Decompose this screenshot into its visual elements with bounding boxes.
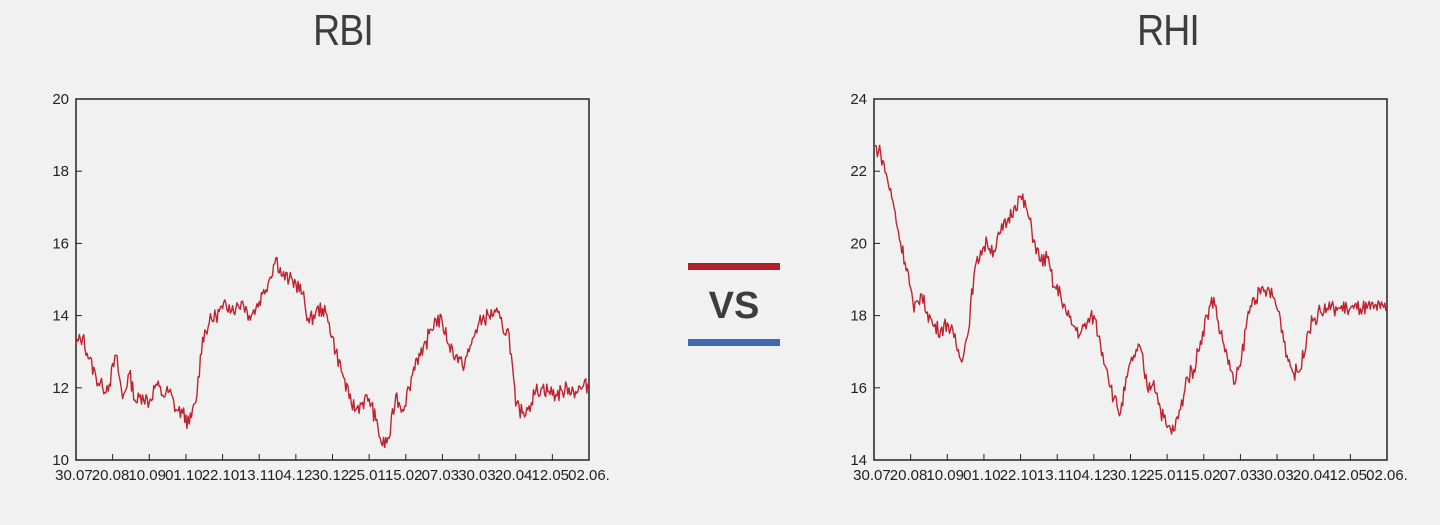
rhi-line-chart: 14 16 18 20 22 24 30.07.20.08.10.09.01.10.22.1… bbox=[850, 91, 1408, 484]
chart-title-rbi: RBI bbox=[313, 6, 374, 55]
x-tick-label: 25.01. bbox=[348, 467, 390, 484]
y-tick-label: 12 bbox=[52, 380, 69, 397]
x-tick-label: 04.12. bbox=[275, 467, 317, 484]
x-tick-label: 10.09. bbox=[926, 467, 968, 484]
y-tick-label: 16 bbox=[52, 235, 69, 252]
price-series-line bbox=[75, 256, 590, 449]
vs-label: VS bbox=[708, 285, 760, 327]
x-tick-label: 01.10. bbox=[165, 467, 207, 484]
x-tick-label: 02.06. bbox=[1366, 467, 1408, 484]
x-tick-label: 04.12. bbox=[1073, 467, 1115, 484]
y-tick-label: 20 bbox=[52, 91, 69, 108]
vs-red-bar bbox=[688, 263, 780, 270]
y-tick-label: 16 bbox=[850, 380, 867, 397]
x-tick-label: 15.02. bbox=[1183, 467, 1225, 484]
plot-frame bbox=[75, 98, 590, 461]
y-tick-label: 10 bbox=[52, 452, 69, 469]
x-tick-label: 22.10. bbox=[1000, 467, 1042, 484]
y-tick-label: 18 bbox=[850, 308, 867, 325]
rbi-line-chart: 10 12 14 16 18 20 30.07.20.08.10.09.01.10.22.1… bbox=[52, 91, 610, 484]
chart-title-rhi: RHI bbox=[1137, 6, 1200, 55]
y-tick-label: 22 bbox=[850, 163, 867, 180]
x-tick-label: 22.10. bbox=[202, 467, 244, 484]
x-tick-label: 30.12. bbox=[1110, 467, 1152, 484]
y-tick-label: 18 bbox=[52, 163, 69, 180]
x-tick-label: 02.06. bbox=[568, 467, 610, 484]
x-tick-label: 30.12. bbox=[312, 467, 354, 484]
x-tick-label: 10.09. bbox=[128, 467, 170, 484]
x-tick-label: 15.02. bbox=[385, 467, 427, 484]
x-tick-label: 30.03. bbox=[1256, 467, 1298, 484]
x-tick-label: 30.07. bbox=[55, 467, 97, 484]
x-tick-label: 25.01. bbox=[1146, 467, 1188, 484]
x-tick-label: 20.04. bbox=[495, 467, 537, 484]
y-tick-label: 20 bbox=[850, 235, 867, 252]
x-tick-label: 07.03. bbox=[422, 467, 464, 484]
x-tick-label: 13.11. bbox=[1037, 467, 1078, 484]
x-tick-label: 01.10. bbox=[963, 467, 1005, 484]
y-tick-label: 14 bbox=[850, 452, 867, 469]
y-tick-label: 24 bbox=[850, 91, 867, 108]
y-tick-label: 14 bbox=[52, 308, 69, 325]
plot-frame bbox=[873, 98, 1388, 461]
x-tick-label: 12.05. bbox=[531, 467, 573, 484]
vs-blue-bar bbox=[688, 339, 780, 346]
x-tick-label: 30.07. bbox=[853, 467, 895, 484]
price-series-line bbox=[873, 144, 1388, 435]
x-tick-label: 12.05. bbox=[1329, 467, 1371, 484]
x-tick-label: 07.03. bbox=[1220, 467, 1262, 484]
x-tick-label: 30.03. bbox=[458, 467, 500, 484]
x-tick-label: 13.11. bbox=[239, 467, 280, 484]
x-tick-label: 20.08. bbox=[890, 467, 932, 484]
x-tick-label: 20.08. bbox=[92, 467, 134, 484]
x-tick-label: 20.04. bbox=[1293, 467, 1335, 484]
